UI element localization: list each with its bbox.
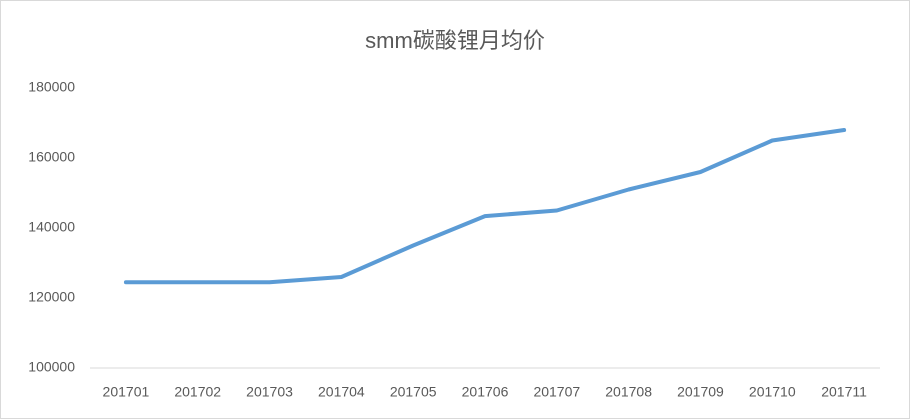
line (123, 128, 847, 285)
y-tick-label: 140000 (28, 219, 75, 235)
y-tick-label: 160000 (28, 149, 75, 165)
x-tick-label: 201710 (749, 384, 796, 400)
x-tick-label: 201705 (390, 384, 437, 400)
y-tick-label: 180000 (28, 79, 75, 95)
x-tick-label: 201702 (174, 384, 221, 400)
x-tick-label: 201708 (605, 384, 652, 400)
y-tick-label: 120000 (28, 289, 75, 305)
x-tick-label: 201711 (821, 384, 867, 400)
x-tick-label: 201706 (462, 384, 509, 400)
y-tick-label: 100000 (28, 359, 75, 375)
x-tick-label: 201709 (677, 384, 724, 400)
x-tick-label: 201703 (246, 384, 293, 400)
x-tick-label: 201707 (533, 384, 580, 400)
x-tick-label: 201701 (103, 384, 150, 400)
x-tick-label: 201704 (318, 384, 365, 400)
chart-title: smm碳酸锂月均价 (365, 28, 545, 53)
